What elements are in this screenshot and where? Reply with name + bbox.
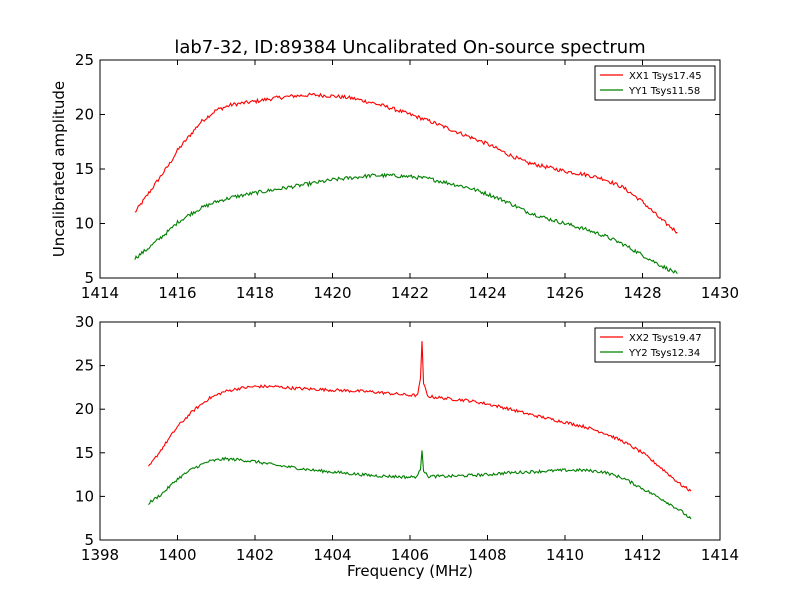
x-tick-label: 1414 <box>81 284 119 302</box>
x-tick-label: 1412 <box>623 546 661 564</box>
y-tick-label: 20 <box>75 400 94 418</box>
x-tick-label: 1418 <box>236 284 274 302</box>
y-tick-label: 10 <box>75 215 94 233</box>
x-tick-label: 1422 <box>391 284 429 302</box>
legend: XX2 Tsys19.47 YY2 Tsys12.34 <box>594 327 716 363</box>
y-tick-label: 30 <box>75 313 94 331</box>
y-tick-label: 15 <box>75 160 94 178</box>
y-tick-label: 10 <box>75 487 94 505</box>
x-tick-label: 1410 <box>546 546 584 564</box>
x-tick-label: 1430 <box>701 284 739 302</box>
x-tick-label: 1428 <box>623 284 661 302</box>
series-line-xx2 <box>147 341 692 492</box>
x-tick-label: 1404 <box>313 546 351 564</box>
chart-title: lab7-32, ID:89384 Uncalibrated On-source… <box>174 37 645 58</box>
x-tick-label: 1398 <box>81 546 119 564</box>
y-tick-label: 5 <box>84 531 94 549</box>
legend-label: XX2 Tsys19.47 <box>629 333 702 344</box>
x-tick-label: 1402 <box>236 546 274 564</box>
x-axis-label: Frequency (MHz) <box>347 562 473 580</box>
legend: XX1 Tsys17.45 YY1 Tsys11.58 <box>594 65 716 101</box>
x-tick-label: 1414 <box>701 546 739 564</box>
x-tick-label: 1426 <box>546 284 584 302</box>
y-axis-label: Uncalibrated amplitude <box>50 81 68 257</box>
y-tick-label: 25 <box>75 51 94 69</box>
legend-box <box>594 65 716 101</box>
y-tick-label: 5 <box>84 269 94 287</box>
series-line-xx1 <box>134 92 678 234</box>
x-tick-label: 1420 <box>313 284 351 302</box>
x-tick-label: 1424 <box>468 284 506 302</box>
bottom-plot-panel: 1398 1400 1402 1404 1406 1408 1410 1412 1414 5 10 1… <box>75 313 739 564</box>
top-plot-panel: 1414 1416 1418 1420 1422 1424 1426 1428 1430 5 10 1… <box>75 51 739 302</box>
legend-label: XX1 Tsys17.45 <box>629 71 702 82</box>
series-line-yy2 <box>148 450 692 520</box>
y-tick-label: 20 <box>75 106 94 124</box>
legend-label: YY2 Tsys12.34 <box>628 348 700 359</box>
x-tick-label: 1416 <box>158 284 196 302</box>
x-tick-label: 1400 <box>158 546 196 564</box>
y-tick-label: 25 <box>75 357 94 375</box>
x-tick-label: 1408 <box>468 546 506 564</box>
x-tick-label: 1406 <box>391 546 429 564</box>
legend-label: YY1 Tsys11.58 <box>628 86 700 97</box>
legend-box <box>594 327 716 363</box>
y-tick-label: 15 <box>75 444 94 462</box>
series-line-yy1 <box>134 172 678 274</box>
